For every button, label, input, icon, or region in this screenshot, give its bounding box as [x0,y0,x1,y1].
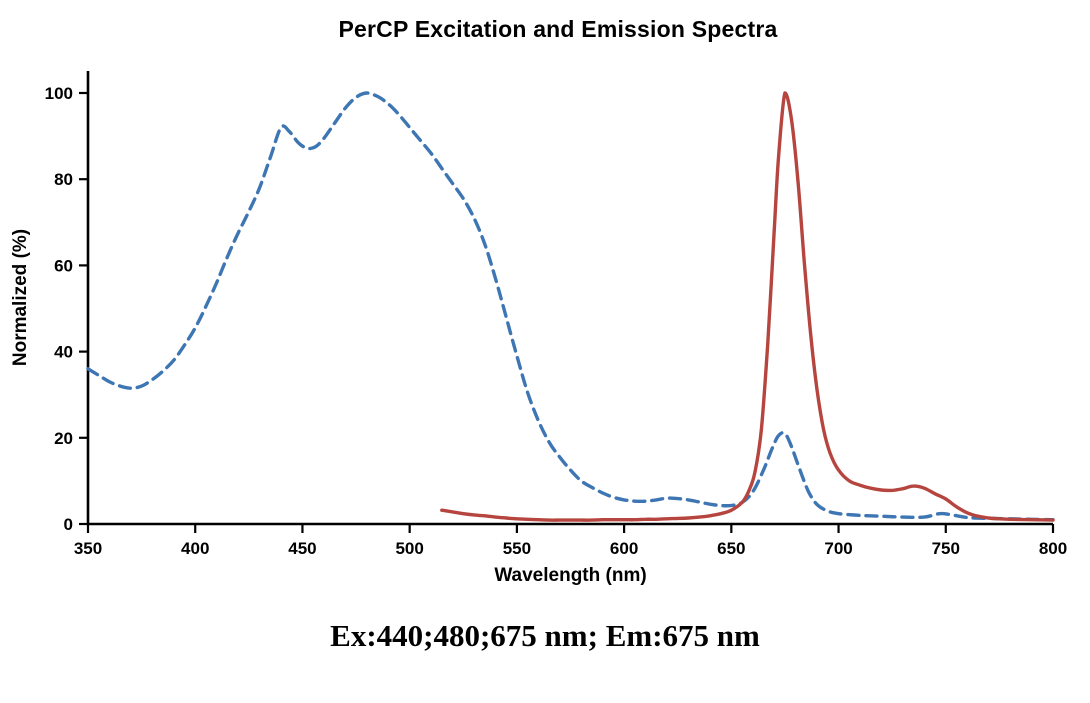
y-tick-label: 100 [45,84,73,103]
x-tick-label: 350 [74,539,102,558]
x-tick-label: 800 [1039,539,1067,558]
x-tick-label: 400 [181,539,209,558]
x-tick-label: 700 [824,539,852,558]
x-tick-label: 600 [610,539,638,558]
y-tick-label: 20 [54,429,73,448]
x-axis-title: Wavelength (nm) [494,565,646,586]
y-tick-label: 80 [54,170,73,189]
x-tick-label: 650 [717,539,745,558]
y-tick-label: 40 [54,343,73,362]
spectra-annotation: Ex:440;480;675 nm; Em:675 nm [330,618,760,653]
x-tick-label: 450 [288,539,316,558]
axes [86,71,1053,526]
chart-title: PerCP Excitation and Emission Spectra [338,16,778,42]
emission-curve [440,91,1055,522]
x-tick-label: 500 [395,539,423,558]
y-tick-label: 0 [64,515,73,534]
y-tick-label: 60 [54,256,73,275]
x-tick-label: 550 [503,539,531,558]
y-axis-title: Normalized (%) [10,229,31,366]
spectra-chart: 350 400 450 500 550 600 650 700 750 800 0 20 40 60 80 1… [10,71,1067,586]
x-tick-label: 750 [932,539,960,558]
excitation-curve [86,91,1055,522]
